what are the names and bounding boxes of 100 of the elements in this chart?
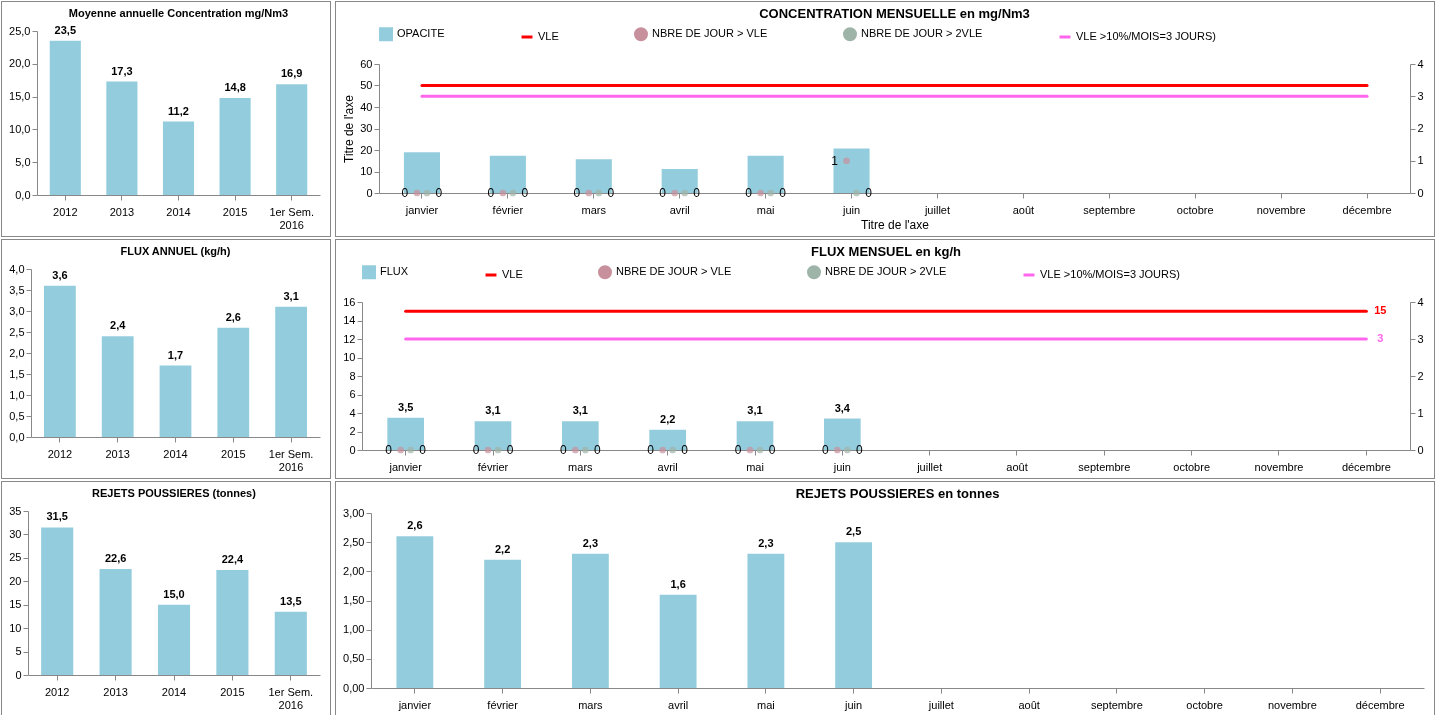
data-label: 3,1 bbox=[485, 404, 501, 417]
data-label: 0 bbox=[573, 186, 581, 200]
x-tick-label: janvier bbox=[397, 698, 432, 711]
y-axis-title: Titre de l'axe bbox=[342, 94, 357, 163]
x-tick-label: octobre bbox=[1176, 203, 1214, 216]
x-tick-label: septembre bbox=[1090, 698, 1143, 711]
x-tick-label: mars bbox=[578, 698, 604, 711]
x-tick-label: mai bbox=[757, 698, 775, 711]
chart-title: REJETS POUSSIERES en tonnes bbox=[795, 486, 1000, 501]
bar bbox=[159, 365, 192, 437]
data-label: 0 bbox=[681, 443, 689, 457]
y-tick-label: 30 bbox=[9, 527, 22, 540]
data-label: 0 bbox=[745, 186, 753, 200]
legend-label: NBRE DE JOUR > 2VLE bbox=[825, 265, 947, 278]
y-tick-label: 3,00 bbox=[343, 506, 365, 519]
data-label: 0 bbox=[734, 443, 742, 457]
x-tick-label: 2014 bbox=[166, 205, 191, 218]
y-tick-label: 10 bbox=[9, 621, 22, 634]
data-label: 3,1 bbox=[283, 289, 299, 302]
y-tick-label: 15,0 bbox=[9, 90, 31, 103]
bar bbox=[99, 569, 132, 675]
x-tick-label: février bbox=[487, 698, 519, 711]
y-tick-label: 2,00 bbox=[343, 564, 365, 577]
y-tick-label: 4,0 bbox=[9, 262, 25, 275]
y2-tick-label: 3 bbox=[1417, 332, 1424, 345]
y-tick-label: 0,50 bbox=[343, 652, 365, 665]
legend-label: NBRE DE JOUR > VLE bbox=[652, 27, 768, 40]
y-tick-label: 16 bbox=[343, 295, 356, 308]
y-tick-label: 14 bbox=[343, 314, 356, 326]
y-tick-label: 20,0 bbox=[9, 57, 31, 70]
x-tick-label: 1er Sem. 2016 bbox=[268, 447, 314, 473]
data-label: 0 bbox=[865, 186, 873, 200]
y-tick-label: 10 bbox=[360, 165, 373, 177]
x-tick-label: avril bbox=[668, 698, 689, 711]
legend-label: NBRE DE JOUR > 2VLE bbox=[861, 27, 983, 40]
y-tick-label: 10,0 bbox=[9, 122, 31, 135]
data-label: 0 bbox=[659, 186, 667, 200]
x-tick-label: juin bbox=[844, 698, 863, 711]
data-label: 0 bbox=[768, 443, 776, 457]
y2-tick-label: 1 bbox=[1417, 154, 1424, 167]
y-tick-label: 12 bbox=[343, 332, 356, 345]
y-tick-label: 1,50 bbox=[343, 594, 365, 606]
legend-label: OPACITE bbox=[397, 27, 445, 40]
data-label: 1 bbox=[831, 153, 839, 168]
legend-label: VLE >10%/MOIS=3 JOURS) bbox=[1076, 30, 1216, 42]
bar bbox=[49, 40, 81, 195]
legend-label: VLE bbox=[538, 30, 559, 42]
data-label: 2,3 bbox=[758, 536, 774, 549]
y-tick-label: 15 bbox=[9, 598, 22, 611]
data-label: 0 bbox=[779, 186, 787, 200]
y-tick-label: 20 bbox=[9, 574, 22, 587]
x-tick-label: 2015 bbox=[221, 447, 246, 460]
y-tick-label: 2,5 bbox=[9, 325, 25, 338]
bar bbox=[484, 559, 522, 688]
data-label: 0 bbox=[385, 443, 393, 457]
x-tick-label: octobre bbox=[1186, 698, 1223, 711]
y2-tick-label: 0 bbox=[1417, 443, 1424, 456]
data-label: 16,9 bbox=[280, 67, 303, 80]
bar bbox=[44, 285, 76, 437]
y-tick-label: 0,0 bbox=[9, 430, 25, 443]
y2-tick-label: 3 bbox=[1417, 89, 1424, 102]
data-label: 0 bbox=[693, 186, 701, 200]
x-tick-label: 2013 bbox=[103, 685, 128, 698]
y-tick-label: 2 bbox=[349, 425, 356, 437]
data-label: 15,0 bbox=[163, 587, 185, 600]
y-tick-label: 1,0 bbox=[9, 388, 25, 401]
data-label: 2,5 bbox=[845, 525, 862, 538]
chart-title: Moyenne annuelle Concentration mg/Nm3 bbox=[68, 6, 289, 19]
chart-title: CONCENTRATION MENSUELLE en mg/Nm3 bbox=[759, 6, 1030, 21]
data-label: 0 bbox=[559, 443, 567, 457]
x-tick-label: novembre bbox=[1267, 698, 1317, 711]
data-label: 3,6 bbox=[52, 268, 68, 281]
x-tick-label: 1er Sem. 2016 bbox=[268, 685, 314, 711]
y-tick-label: 8 bbox=[349, 369, 356, 382]
data-label: 2,6 bbox=[225, 310, 241, 323]
bar bbox=[41, 527, 74, 675]
data-label: 0 bbox=[435, 186, 443, 200]
data-label: 2,2 bbox=[660, 412, 676, 425]
x-tick-label: 2013 bbox=[105, 447, 130, 460]
y-tick-label: 5 bbox=[15, 645, 22, 658]
data-label: 11,2 bbox=[168, 104, 189, 117]
x-tick-label: 1er Sem. 2016 bbox=[269, 205, 315, 231]
legend-label: NBRE DE JOUR > VLE bbox=[616, 265, 732, 278]
y-tick-label: 0,00 bbox=[343, 681, 365, 694]
y2-tick-label: 1 bbox=[1417, 406, 1424, 419]
data-label: 0 bbox=[647, 443, 655, 457]
x-tick-label: 2014 bbox=[163, 447, 188, 460]
data-label: 23,5 bbox=[54, 23, 77, 36]
bar bbox=[835, 542, 873, 688]
data-label: 3,1 bbox=[572, 404, 588, 417]
y-tick-label: 6 bbox=[349, 388, 356, 400]
y-tick-label: 0 bbox=[15, 668, 22, 681]
bar bbox=[101, 336, 134, 437]
x-tick-label: septembre bbox=[1078, 460, 1131, 473]
x-tick-label: juillet bbox=[916, 460, 943, 473]
x-tick-label: août bbox=[1018, 698, 1040, 711]
y-tick-label: 5,0 bbox=[15, 155, 31, 168]
y-tick-label: 0,5 bbox=[9, 409, 25, 422]
bar bbox=[219, 97, 251, 195]
x-axis-title: Titre de l'axe bbox=[861, 217, 930, 232]
